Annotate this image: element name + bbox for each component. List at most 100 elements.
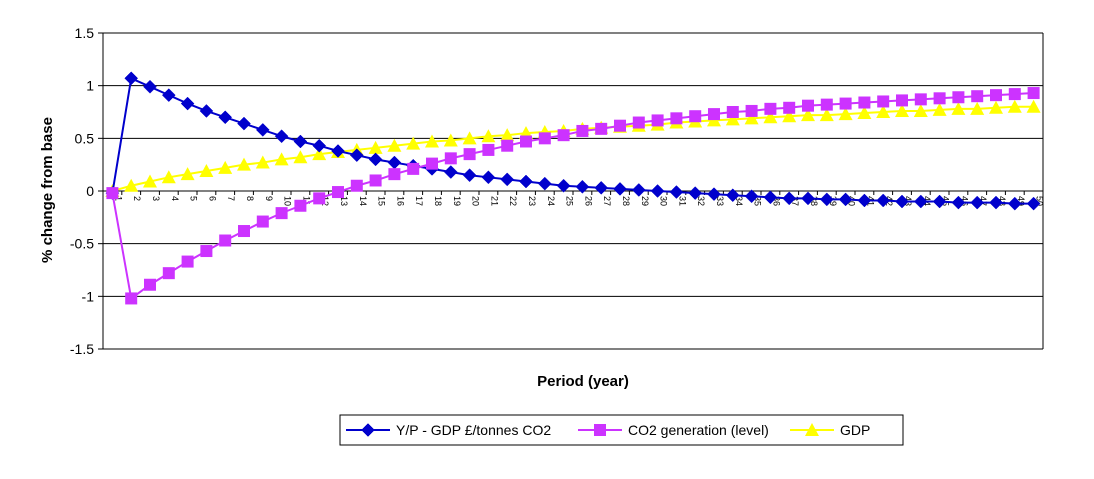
x-axis-title: Period (year)	[537, 373, 629, 390]
square-marker	[839, 97, 852, 110]
y-tick-label: 0	[86, 183, 94, 199]
square-marker	[238, 225, 250, 238]
square-marker	[1008, 88, 1021, 101]
square-marker	[952, 91, 965, 104]
square-marker	[858, 96, 871, 109]
x-tick-label: 40	[847, 196, 857, 206]
x-tick-label: 48	[997, 196, 1007, 206]
x-tick-label: 26	[583, 196, 593, 206]
x-tick-label: 38	[809, 196, 819, 206]
triangle-marker	[500, 128, 515, 142]
square-marker	[294, 199, 307, 212]
y-tick-label: -0.5	[70, 236, 94, 252]
square-marker	[444, 152, 457, 165]
diamond-marker	[349, 148, 364, 163]
triangle-marker	[161, 170, 176, 184]
square-marker	[275, 207, 288, 220]
x-tick-label: 22	[508, 196, 518, 206]
x-tick-label: 8	[245, 196, 255, 201]
square-marker	[388, 168, 401, 181]
triangle-marker	[838, 107, 853, 121]
triangle-marker	[143, 174, 157, 188]
diamond-marker	[819, 192, 834, 207]
diamond-marker	[161, 88, 176, 103]
triangle-marker	[124, 178, 139, 192]
diamond-marker	[763, 190, 778, 205]
triangle-marker	[293, 150, 308, 164]
diamond-marker	[387, 155, 402, 170]
square-marker	[651, 114, 664, 127]
diamond-marker	[744, 189, 759, 204]
y-axis-title: % change from base	[39, 117, 56, 263]
triangle-marker	[406, 136, 421, 150]
triangle-marker	[876, 105, 891, 118]
square-marker	[426, 157, 438, 170]
y-tick-label: 1.5	[75, 25, 95, 41]
triangle-marker	[763, 110, 778, 124]
diamond-marker	[519, 174, 533, 189]
triangle-marker	[989, 100, 1003, 114]
diamond-marker	[932, 194, 947, 209]
square-marker	[369, 174, 382, 187]
triangle-marker	[274, 152, 289, 166]
x-tick-label: 15	[377, 196, 387, 206]
x-tick-label: 37	[790, 196, 800, 206]
data-series	[105, 71, 1041, 305]
series-line	[112, 105, 1034, 192]
x-tick-label: 10	[283, 196, 293, 206]
diamond-marker	[575, 179, 590, 194]
square-marker	[632, 116, 645, 129]
diamond-marker	[255, 123, 270, 137]
diamond-marker	[312, 138, 327, 153]
triangle-marker	[895, 103, 909, 117]
triangle-marker	[857, 106, 872, 120]
series-triangle	[105, 99, 1041, 197]
square-marker	[576, 124, 589, 137]
diamond-marker	[613, 182, 627, 196]
y-axis-ticks: 1.5 1 0.5 0 -0.5 -1 -1.5	[70, 25, 103, 357]
diamond-marker	[462, 168, 477, 183]
triangle-marker	[805, 423, 819, 436]
diamond-marker	[594, 180, 609, 195]
square-marker	[332, 186, 344, 199]
diamond-marker	[331, 144, 345, 158]
diamond-marker	[368, 152, 383, 167]
x-tick-label: 24	[546, 196, 556, 206]
square-marker	[125, 292, 138, 305]
square-marker	[538, 132, 551, 145]
x-tick-label: 4	[170, 196, 180, 201]
legend-label: CO2 generation (level)	[628, 422, 769, 438]
triangle-marker	[951, 101, 966, 115]
square-marker	[350, 179, 363, 192]
legend-label: Y/P - GDP £/tonnes CO2	[396, 422, 551, 438]
x-tick-label: 31	[677, 196, 687, 206]
diamond-marker	[1026, 196, 1041, 211]
x-tick-label: 34	[734, 196, 744, 206]
triangle-marker	[462, 131, 477, 145]
x-tick-label: 18	[433, 196, 443, 206]
y-tick-label: 1	[86, 78, 94, 94]
x-tick-label: 36	[771, 196, 781, 206]
square-marker	[726, 106, 739, 118]
x-tick-label: 50	[1035, 196, 1045, 206]
triangle-marker	[819, 108, 834, 122]
diamond-marker	[876, 193, 891, 208]
x-tick-label: 46	[959, 196, 969, 206]
triangle-marker	[481, 129, 496, 143]
square-marker	[162, 267, 175, 280]
triangle-marker	[801, 108, 815, 122]
square-marker	[256, 215, 269, 228]
x-tick-label: 49	[1016, 196, 1026, 206]
x-tick-label: 9	[264, 196, 274, 201]
x-tick-label: 35	[753, 196, 763, 206]
diamond-marker	[951, 195, 966, 210]
square-marker	[614, 119, 626, 132]
triangle-marker	[218, 160, 233, 174]
diamond-marker	[782, 191, 797, 206]
triangle-marker	[970, 101, 985, 115]
triangle-marker	[913, 103, 928, 117]
square-marker	[200, 245, 213, 258]
diamond-marker	[989, 195, 1003, 210]
diamond-marker	[838, 192, 853, 207]
